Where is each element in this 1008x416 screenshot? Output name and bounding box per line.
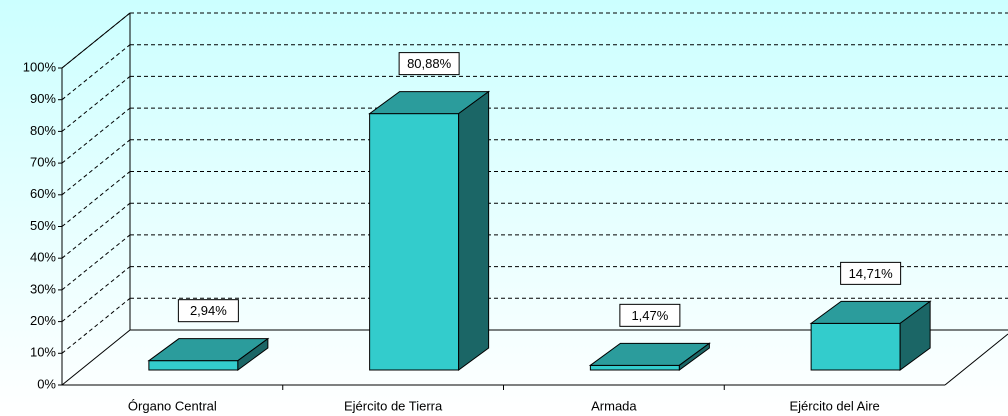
bar-side (678, 342, 710, 371)
data-label: 80,88% (407, 56, 452, 71)
y-tick-label: 60% (30, 186, 56, 201)
data-label-box (619, 303, 681, 327)
y-tick-label: 50% (30, 218, 56, 233)
data-label: 2,94% (190, 303, 227, 318)
data-label-box (840, 261, 902, 285)
x-tick-label: Armada (591, 398, 637, 413)
bar-front (589, 364, 680, 371)
y-tick-label: 20% (30, 313, 56, 328)
grid-line (61, 107, 131, 164)
grid-line (61, 12, 131, 69)
x-tick-label: Ejército de Tierra (344, 398, 443, 413)
bar-side (237, 337, 269, 371)
y-tick-label: 0% (37, 376, 56, 391)
y-tick-label: 70% (30, 155, 56, 170)
y-tick-label: 40% (30, 250, 56, 265)
grid-line (61, 76, 131, 132)
y-tick-label: 90% (30, 91, 56, 106)
bar-side (899, 300, 931, 371)
data-label: 14,71% (849, 266, 894, 281)
y-tick-label: 80% (30, 123, 56, 138)
floor-left (61, 329, 131, 386)
data-label-box (177, 299, 239, 323)
floor-right (944, 333, 1008, 386)
bar-side (458, 90, 490, 371)
bar-front (810, 322, 901, 371)
data-label: 1,47% (631, 308, 668, 323)
grid-line (61, 44, 131, 101)
grid-line (61, 171, 131, 227)
y-tick-label: 10% (30, 345, 56, 360)
x-tick-label: Órgano Central (128, 398, 217, 413)
grid-line (61, 266, 131, 322)
grid-line (61, 139, 131, 196)
bar-front (369, 113, 460, 371)
y-tick-label: 100% (23, 59, 57, 74)
grid-line (61, 297, 131, 354)
bar-front (148, 360, 239, 371)
data-label-box (398, 52, 460, 76)
grid-line (61, 202, 131, 259)
grid-line (61, 234, 131, 291)
x-tick-label: Ejército del Aire (789, 398, 879, 413)
y-tick-label: 30% (30, 281, 56, 296)
